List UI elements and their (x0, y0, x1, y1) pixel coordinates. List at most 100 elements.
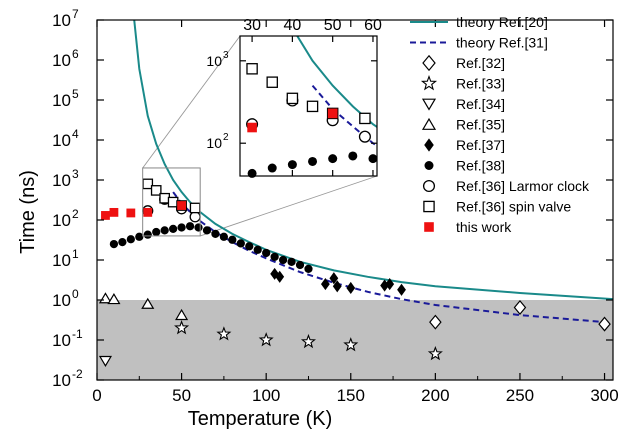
point-ref-38 (160, 226, 169, 235)
y-tick-exponent: 6 (72, 47, 79, 61)
plot-frame (96, 19, 614, 381)
inset-point-ref-38 (348, 151, 358, 161)
point-ref-38 (185, 222, 195, 231)
legend-item-theory-ref-20: theory Ref.[20] (410, 14, 548, 30)
point-ref-32 (513, 299, 527, 316)
point-ref-35 (141, 297, 155, 309)
point-ref-36-larmor-clock (189, 211, 201, 223)
legend-label: Ref.[35] (456, 117, 505, 133)
legend-label: Ref.[34] (456, 96, 505, 112)
x-tick-label: 250 (506, 386, 534, 405)
y-tick-exponent: -2 (72, 367, 83, 381)
legend-item-ref-38: Ref.[38] (424, 158, 505, 174)
point-this-work (177, 201, 186, 210)
inset-y-tick-label: 10 (206, 53, 222, 69)
point-this-work (109, 207, 119, 217)
x-tick-label: 150 (337, 386, 365, 405)
point-ref-33 (343, 337, 359, 352)
legend-label: Ref.[33] (456, 76, 505, 92)
y-tick-exponent: 3 (72, 167, 79, 181)
point-ref-37 (385, 278, 395, 291)
inset-point-ref-36-larmor-clock (358, 130, 371, 143)
point-ref-36-spin-valve (150, 185, 162, 196)
legend-marker-swatch (423, 200, 435, 213)
point-ref-38 (219, 232, 229, 241)
point-ref-33 (258, 332, 274, 347)
inset-point-ref-36-spin-valve (266, 76, 278, 88)
point-ref-38 (169, 224, 178, 233)
inset-y-tick-exponent: 3 (223, 50, 229, 61)
inset-x-tick-label: 30 (243, 17, 261, 34)
shaded-region (97, 300, 613, 380)
point-ref-38 (270, 252, 279, 261)
x-tick-label: 100 (252, 386, 280, 405)
legend-label: Ref.[37] (456, 137, 505, 153)
point-ref-37 (329, 272, 339, 285)
point-ref-38 (135, 232, 144, 241)
point-ref-38 (304, 264, 313, 273)
point-ref-32 (598, 316, 611, 332)
point-ref-38 (118, 237, 127, 247)
y-tick-exponent: 7 (72, 7, 79, 21)
point-ref-38 (245, 242, 254, 251)
x-axis-label: Temperature (K) (188, 408, 333, 430)
y-tick-exponent: 2 (72, 207, 79, 221)
legend-marker-swatch (424, 222, 434, 232)
y-tick-label: 10 (52, 331, 71, 350)
x-tick-label: 300 (590, 386, 618, 405)
y-tick-label: 10 (52, 91, 71, 110)
legend-marker-swatch (424, 138, 434, 152)
inset-point-ref-36-spin-valve (359, 112, 371, 125)
legend-item-ref-34: Ref.[34] (421, 96, 505, 112)
point-ref-38 (287, 257, 296, 266)
line-theory-ref-20 (133, 20, 613, 301)
x-tick-label: 200 (421, 386, 449, 405)
y-tick-label: 10 (52, 251, 71, 270)
legend-item-ref-32: Ref.[32] (422, 54, 505, 72)
inset-point-ref-38 (328, 154, 338, 164)
legend-label: Ref.[38] (456, 158, 505, 174)
point-ref-38 (211, 229, 220, 238)
point-ref-38 (126, 235, 135, 244)
inset-x-tick-label: 50 (324, 17, 342, 34)
inset-point-ref-38 (308, 156, 318, 166)
y-tick-exponent: 0 (72, 287, 79, 301)
point-ref-33 (427, 345, 443, 361)
legend-item-ref-36-spin-valve: Ref.[36] spin valve (423, 199, 571, 215)
point-ref-35 (175, 308, 189, 321)
point-ref-37 (270, 267, 280, 280)
legend-marker-swatch (422, 54, 436, 72)
inset-x-tick-label: 40 (283, 17, 301, 34)
legend-item-ref-36-larmor-clock: Ref.[36] Larmor clock (422, 178, 590, 194)
zoom-lines (142, 35, 378, 237)
y-tick-label: 10 (52, 291, 71, 310)
legend-marker-swatch (420, 75, 438, 91)
point-ref-36-spin-valve (189, 202, 201, 214)
point-ref-32 (429, 314, 442, 330)
inset-point-this-work (247, 122, 257, 133)
point-ref-38 (194, 223, 203, 232)
point-ref-38 (109, 239, 119, 249)
point-this-work (126, 208, 136, 218)
point-ref-38 (152, 227, 161, 237)
point-ref-35 (107, 293, 121, 305)
legend-marker-swatch (424, 161, 434, 170)
y-axis-label: Time (ns) (17, 170, 39, 254)
point-ref-38 (236, 239, 245, 248)
point-ref-38 (278, 255, 288, 265)
legend-item-this-work: this work (424, 219, 512, 235)
legend-label: Ref.[36] spin valve (456, 199, 571, 215)
legend-label: theory Ref.[31] (456, 35, 548, 51)
point-ref-38 (253, 245, 262, 254)
point-ref-38 (143, 230, 152, 239)
y-tick-label: 10 (52, 11, 71, 30)
point-ref-34 (98, 355, 113, 368)
point-ref-38 (228, 235, 237, 244)
point-ref-33 (174, 320, 190, 335)
point-ref-37 (320, 278, 330, 291)
point-ref-33 (300, 333, 316, 349)
legend-item-theory-ref-31: theory Ref.[31] (410, 35, 548, 51)
